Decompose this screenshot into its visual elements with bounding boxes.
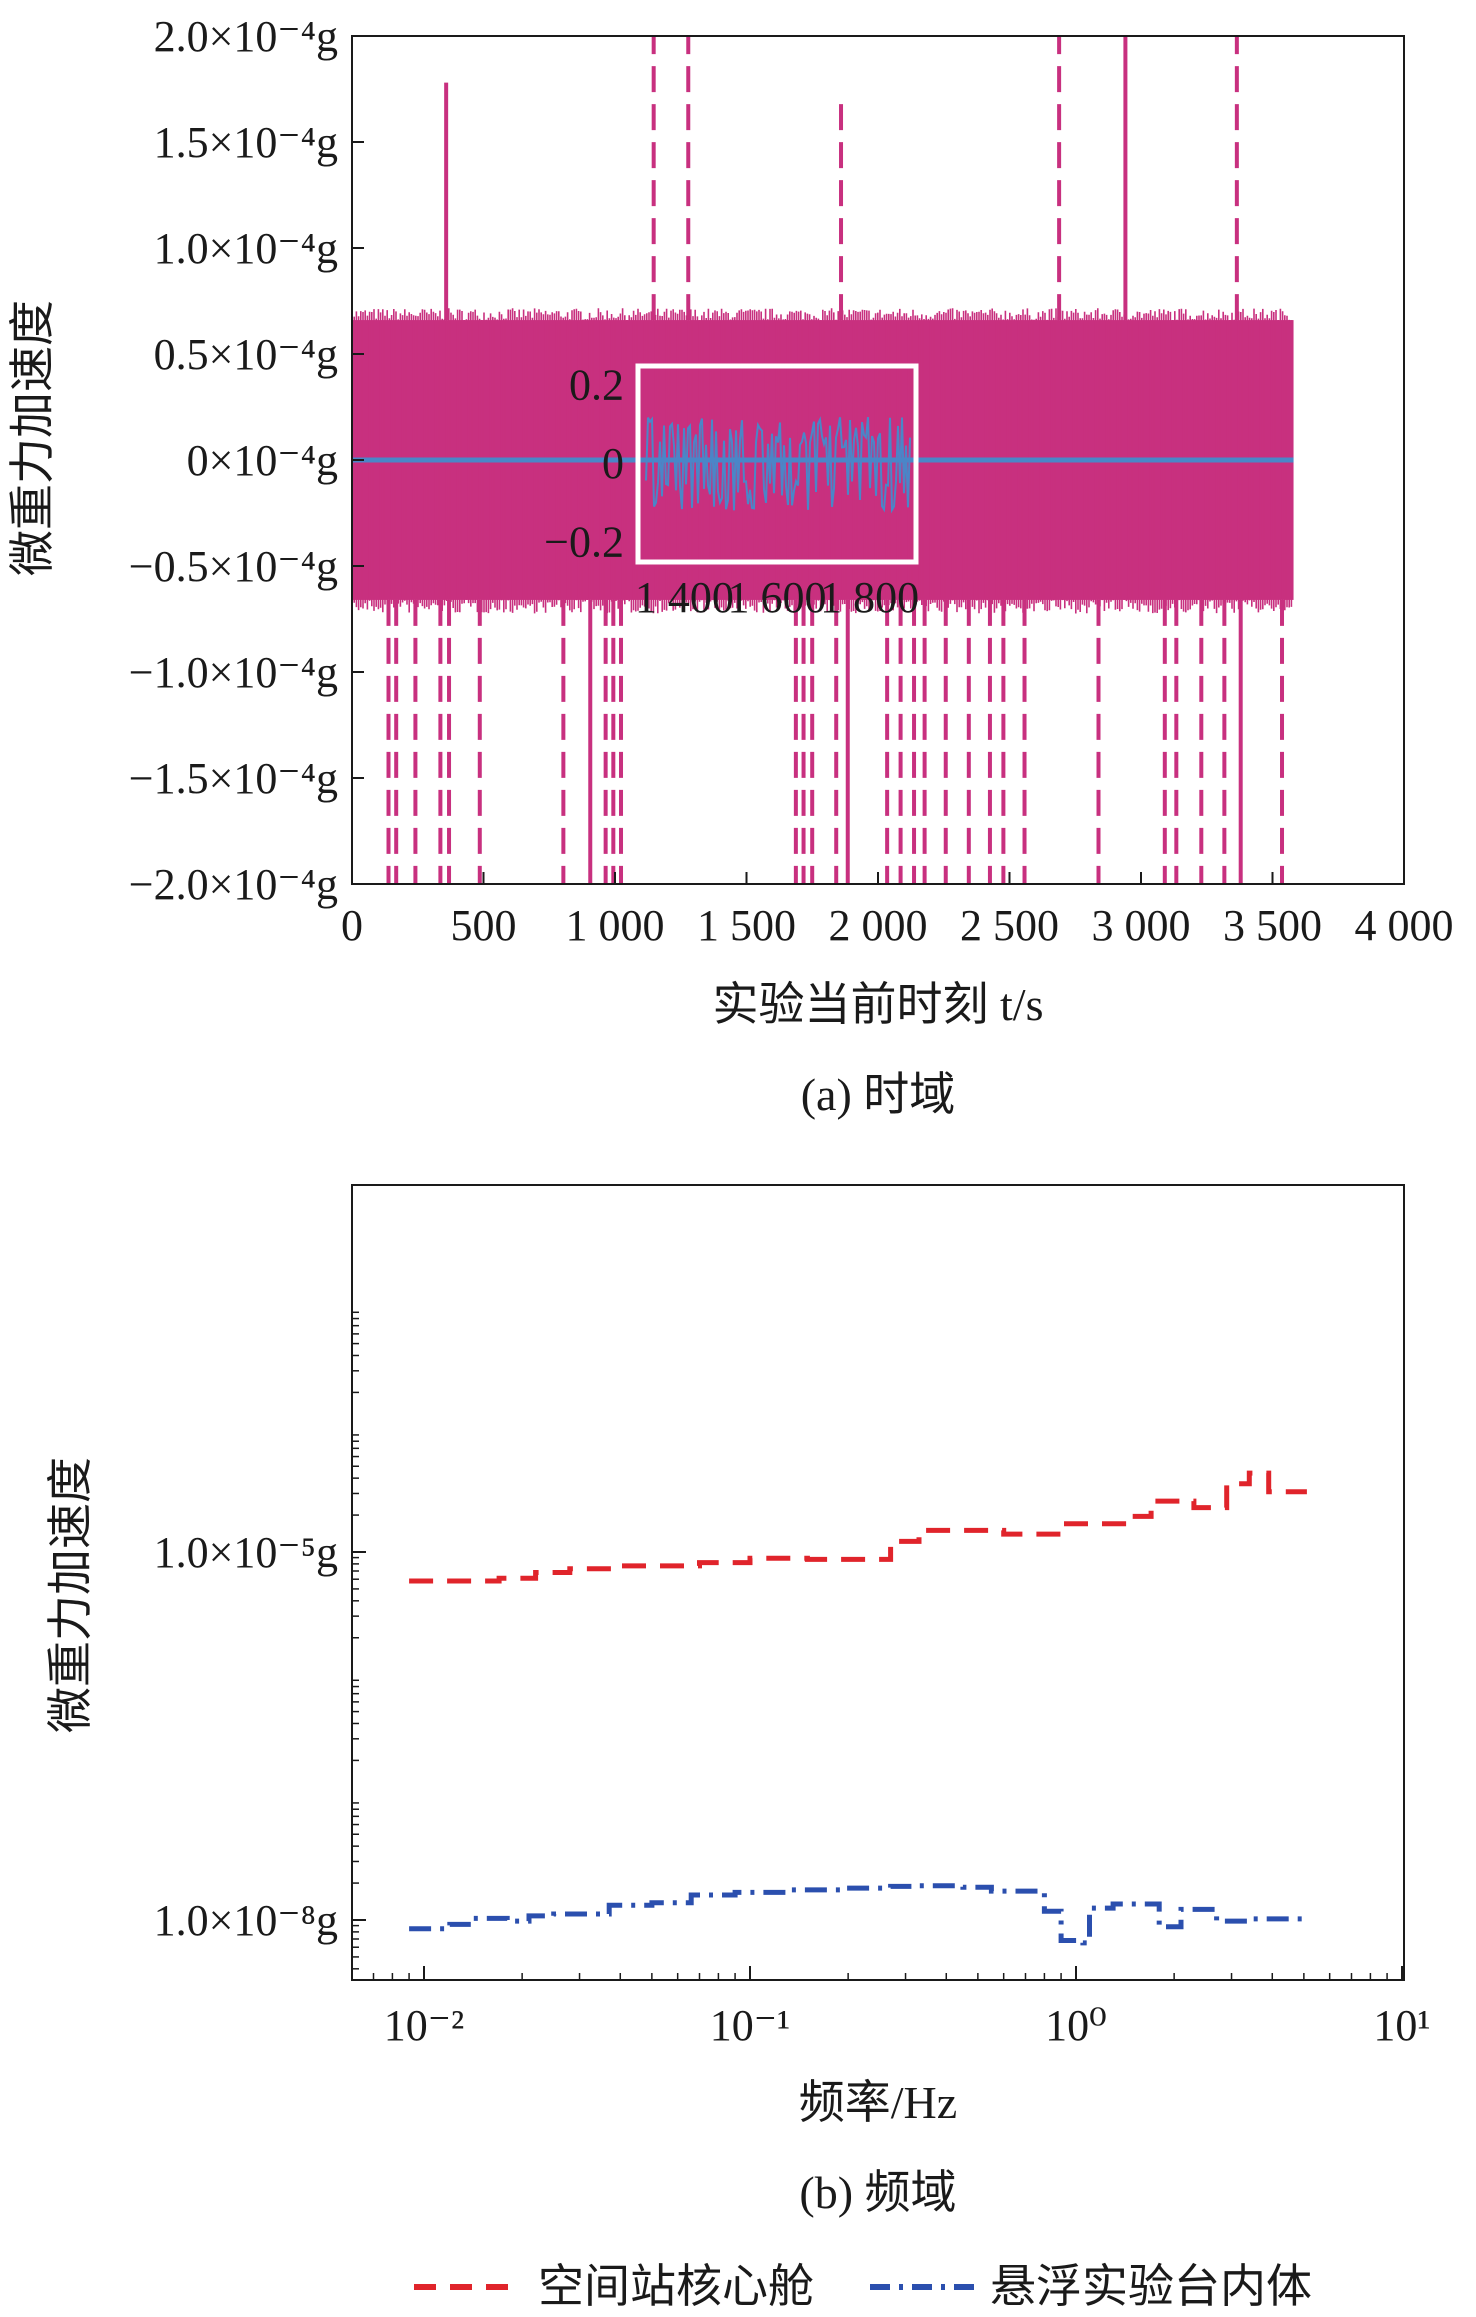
x-tick-label: 4 000 bbox=[1355, 901, 1454, 950]
panel-a-ylabel: 微重力加速度 bbox=[7, 300, 58, 576]
x-tick-label: 3 500 bbox=[1223, 901, 1322, 950]
series-core-module bbox=[409, 1470, 1307, 1584]
panel-b-caption: (b) 频域 bbox=[799, 2167, 956, 2218]
inset-frame bbox=[635, 363, 919, 565]
y-tick-label: 2.0×10⁻⁴g bbox=[154, 12, 338, 61]
x-tick-label: 10¹ bbox=[1373, 2001, 1430, 2050]
x-tick-label: 1 500 bbox=[697, 901, 796, 950]
y-tick-label: 1.0×10⁻⁵g bbox=[154, 1528, 338, 1577]
inset-x-tick-label: 1 600 bbox=[728, 573, 827, 622]
y-tick-label: −2.0×10⁻⁴g bbox=[129, 860, 338, 909]
y-tick-label: 1.5×10⁻⁴g bbox=[154, 118, 338, 167]
x-tick-label: 10⁰ bbox=[1045, 2001, 1107, 2050]
x-tick-label: 10⁻² bbox=[384, 2001, 464, 2050]
panel-b-xlabel: 频率/Hz bbox=[799, 2077, 957, 2128]
inset-x-tick-label: 1 400 bbox=[635, 573, 734, 622]
legend-entry-platform: 悬浮实验台内体 bbox=[870, 2261, 1312, 2312]
panel-a-xlabel: 实验当前时刻 t/s bbox=[713, 979, 1044, 1030]
legend-entry-core-module: 空间站核心舱 bbox=[414, 2261, 814, 2312]
panel-a-plot bbox=[351, 36, 1294, 884]
legend: 空间站核心舱 悬浮实验台内体 bbox=[414, 2261, 1312, 2312]
y-tick-label: 1.0×10⁻⁴g bbox=[154, 224, 338, 273]
y-tick-label: −1.0×10⁻⁴g bbox=[129, 648, 338, 697]
series-platform bbox=[409, 1883, 1307, 1946]
x-tick-label: 10⁻¹ bbox=[710, 2001, 790, 2050]
x-tick-label: 3 000 bbox=[1092, 901, 1191, 950]
panel-b-frame bbox=[351, 1184, 1405, 1981]
y-tick-label: 0.5×10⁻⁴g bbox=[154, 330, 338, 379]
panel-a-x-ticks: 0 500 1 000 1 500 2 000 2 500 3 000 3 500 4 000 bbox=[341, 872, 1454, 950]
panel-b-plot bbox=[409, 1470, 1307, 1946]
panel-a-y-ticks: 2.0×10⁻⁴g 1.5×10⁻⁴g 1.0×10⁻⁴g 0.5×10⁻⁴g 0×10… bbox=[129, 12, 364, 909]
inset-y-tick-label: −0.2 bbox=[544, 517, 624, 566]
x-tick-label: 500 bbox=[451, 901, 517, 950]
panel-b-y-ticks: 1.0×10⁻⁵g 1.0×10⁻⁸g bbox=[154, 1311, 366, 1970]
inset-x-tick-label: 1 800 bbox=[820, 573, 919, 622]
x-tick-label: 2 000 bbox=[829, 901, 928, 950]
panel-b-x-ticks: 10⁻² 10⁻¹ 10⁰ 10¹ bbox=[372, 1966, 1431, 2050]
panel-b: 1.0×10⁻⁵g 1.0×10⁻⁸g 10⁻² 10⁻¹ 10⁰ 10¹ 微重力加速度… bbox=[45, 1184, 1431, 2218]
inset-y-tick-label: 0 bbox=[602, 439, 624, 488]
y-tick-label: −1.5×10⁻⁴g bbox=[129, 754, 338, 803]
y-tick-label: −0.5×10⁻⁴g bbox=[129, 542, 338, 591]
panel-a-caption: (a) 时域 bbox=[801, 1069, 956, 1120]
inset-signal bbox=[645, 416, 911, 514]
x-tick-label: 2 500 bbox=[960, 901, 1059, 950]
legend-label-platform: 悬浮实验台内体 bbox=[990, 2261, 1312, 2312]
y-tick-label: 1.0×10⁻⁸g bbox=[154, 1896, 338, 1945]
panel-b-ylabel: 微重力加速度 bbox=[45, 1457, 96, 1733]
x-tick-label: 0 bbox=[341, 901, 363, 950]
inset-y-tick-label: 0.2 bbox=[569, 361, 624, 410]
x-tick-label: 1 000 bbox=[566, 901, 665, 950]
legend-label-core-module: 空间站核心舱 bbox=[538, 2261, 814, 2312]
y-tick-label: 0×10⁻⁴g bbox=[187, 436, 338, 485]
panel-a: 2.0×10⁻⁴g 1.5×10⁻⁴g 1.0×10⁻⁴g 0.5×10⁻⁴g 0×10… bbox=[7, 12, 1454, 1120]
